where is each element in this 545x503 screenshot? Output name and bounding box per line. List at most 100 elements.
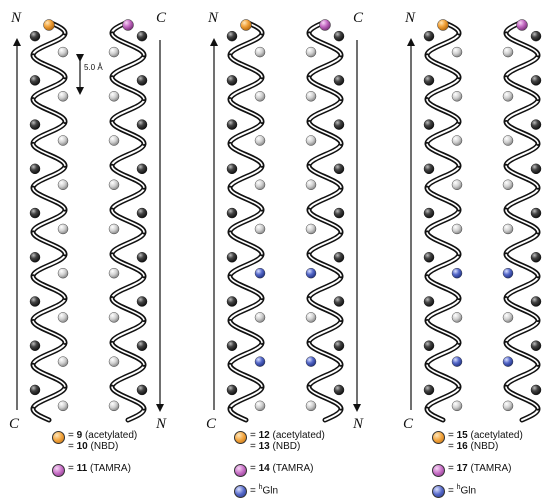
residue-sphere xyxy=(423,119,435,130)
residue-sphere xyxy=(57,91,69,102)
residue-sphere xyxy=(136,384,148,396)
residue-sphere xyxy=(226,163,238,175)
terminus-label: C xyxy=(353,10,364,26)
orange-legend-icon xyxy=(234,431,247,444)
residue-sphere xyxy=(108,135,120,146)
residue-sphere xyxy=(29,252,41,263)
residue-sphere xyxy=(305,267,317,279)
legend-entry: = 11 (TAMRA) xyxy=(68,463,131,474)
residue-sphere xyxy=(254,312,266,323)
residue-sphere xyxy=(451,312,463,323)
residue-sphere xyxy=(451,91,463,102)
helix-left-panel-2 xyxy=(226,19,266,423)
residue-sphere xyxy=(254,267,266,279)
residue-sphere xyxy=(333,340,345,351)
residue-sphere xyxy=(108,267,120,279)
residue-sphere xyxy=(226,207,238,219)
residue-sphere xyxy=(502,46,514,58)
residue-sphere xyxy=(502,135,514,146)
residue-sphere xyxy=(29,340,41,351)
terminus-label: N xyxy=(405,10,416,26)
residue-sphere xyxy=(136,30,148,42)
residue-sphere xyxy=(29,384,41,396)
residue-sphere xyxy=(502,400,514,412)
residue-sphere xyxy=(254,91,266,102)
residue-sphere xyxy=(305,400,317,412)
residue-sphere xyxy=(530,75,542,86)
orange-label-sphere xyxy=(43,19,55,31)
blue-legend-icon xyxy=(432,485,445,498)
legend-entry: = 13 (NBD) xyxy=(250,441,301,452)
residue-sphere xyxy=(57,135,69,146)
magenta-label-sphere xyxy=(122,19,134,31)
residue-sphere xyxy=(29,30,41,42)
residue-sphere xyxy=(333,296,345,307)
residue-sphere xyxy=(57,46,69,58)
residue-sphere xyxy=(226,340,238,351)
residue-sphere xyxy=(333,75,345,86)
terminus-label: N xyxy=(353,416,364,432)
residue-sphere xyxy=(108,400,120,412)
legend-entry: = 17 (TAMRA) xyxy=(448,463,512,474)
residue-sphere xyxy=(305,91,317,102)
legend-entry: = 16 (NBD) xyxy=(448,441,499,452)
residue-sphere xyxy=(108,179,120,190)
residue-sphere xyxy=(333,252,345,263)
residue-sphere xyxy=(29,75,41,86)
residue-sphere xyxy=(451,267,463,279)
residue-sphere xyxy=(254,223,266,235)
magenta-legend-icon xyxy=(234,464,247,477)
residue-sphere xyxy=(333,384,345,396)
residue-sphere xyxy=(136,296,148,307)
residue-sphere xyxy=(108,356,120,367)
residue-sphere xyxy=(451,46,463,58)
residue-sphere xyxy=(502,312,514,323)
residue-sphere xyxy=(136,163,148,175)
residue-sphere xyxy=(57,356,69,367)
terminus-label: C xyxy=(9,416,20,432)
residue-sphere xyxy=(423,340,435,351)
residue-sphere xyxy=(502,91,514,102)
residue-sphere xyxy=(108,312,120,323)
residue-sphere xyxy=(423,207,435,219)
residue-sphere xyxy=(57,179,69,190)
residue-sphere xyxy=(423,252,435,263)
residue-sphere xyxy=(423,384,435,396)
residue-sphere xyxy=(226,30,238,42)
residue-sphere xyxy=(451,135,463,146)
residue-sphere xyxy=(333,163,345,175)
residue-sphere xyxy=(451,400,463,412)
residue-sphere xyxy=(254,135,266,146)
residue-sphere xyxy=(451,356,463,367)
residue-sphere xyxy=(29,207,41,219)
legend-entry: = hGln xyxy=(448,484,477,497)
residue-sphere xyxy=(333,30,345,42)
legend-entry: = 10 (NBD) xyxy=(68,441,119,452)
residue-sphere xyxy=(57,223,69,235)
terminus-label: C xyxy=(403,416,414,432)
residue-sphere xyxy=(502,356,514,367)
legend-entry: = 14 (TAMRA) xyxy=(250,463,314,474)
legend-entry: = 9 (acetylated) xyxy=(68,430,138,441)
residue-sphere xyxy=(305,46,317,58)
residue-sphere xyxy=(530,296,542,307)
residue-sphere xyxy=(305,356,317,367)
residue-sphere xyxy=(226,119,238,130)
residue-sphere xyxy=(57,267,69,279)
legend-entry: = hGln xyxy=(250,484,279,497)
residue-sphere xyxy=(423,163,435,175)
residue-sphere xyxy=(136,119,148,130)
magenta-legend-icon xyxy=(432,464,445,477)
legend-entry: = 15 (acetylated) xyxy=(448,430,523,441)
residue-sphere xyxy=(530,340,542,351)
magenta-label-sphere xyxy=(516,19,528,31)
residue-sphere xyxy=(530,252,542,263)
residue-sphere xyxy=(254,46,266,58)
residue-sphere xyxy=(29,119,41,130)
residue-sphere xyxy=(254,179,266,190)
residue-sphere xyxy=(136,75,148,86)
terminus-label: C xyxy=(156,10,167,26)
residue-sphere xyxy=(57,400,69,412)
orange-label-sphere xyxy=(240,19,252,31)
